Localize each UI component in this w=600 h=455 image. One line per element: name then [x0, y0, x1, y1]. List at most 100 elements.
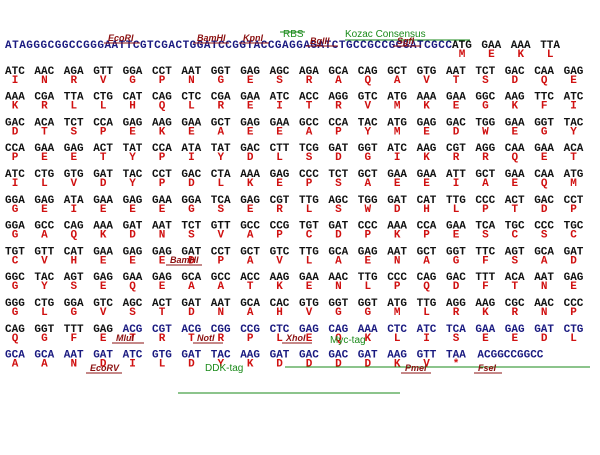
amino-acid: E — [423, 178, 430, 190]
codon: CCG — [270, 221, 290, 233]
amino-acid: N — [217, 307, 224, 319]
amino-acid: D — [541, 333, 548, 345]
amino-acid: P — [217, 255, 224, 267]
codon: GGC — [5, 272, 25, 284]
codon: AGG — [475, 143, 495, 155]
codon: CGA — [34, 92, 54, 104]
amino-acid: P — [570, 204, 577, 216]
amino-acid: I — [188, 152, 195, 164]
amino-acid: E — [306, 333, 313, 345]
codon: GCA — [534, 246, 554, 258]
amino-acid: G — [541, 126, 548, 138]
codon: CTG — [93, 92, 113, 104]
codon: TTA — [540, 40, 560, 52]
codon: ATC — [564, 92, 584, 104]
codon: TGG — [358, 195, 378, 207]
codon: CTA — [211, 169, 231, 181]
codon: ATC — [5, 66, 25, 78]
amino-acid: Q — [12, 333, 19, 345]
codon: ATC — [270, 92, 290, 104]
amino-acid: S — [335, 204, 342, 216]
amino-acid: L — [41, 178, 48, 190]
codon: TGT — [299, 221, 319, 233]
codon: TTG — [299, 246, 319, 258]
amino-acid: F — [541, 101, 548, 113]
amino-acid: T — [129, 333, 136, 345]
codon: GAT — [328, 221, 348, 233]
amino-acid: C — [306, 230, 313, 242]
codon: CAG — [64, 221, 84, 233]
restriction-site: BamHI — [197, 33, 226, 43]
amino-acid: E — [188, 126, 195, 138]
amino-acid: E — [541, 152, 548, 164]
amino-acid: A — [364, 178, 371, 190]
amino-acid: S — [511, 255, 518, 267]
amino-acid: R — [453, 307, 460, 319]
amino-acid: M — [394, 101, 401, 113]
amino-acid: K — [100, 230, 107, 242]
codon: GAA — [152, 195, 172, 207]
codon: GCT — [475, 169, 495, 181]
codon: ACC — [240, 272, 260, 284]
codon: AAG — [475, 298, 495, 310]
amino-acid: Y — [129, 152, 136, 164]
codon: ACG — [123, 324, 143, 336]
amino-acid: G — [482, 101, 489, 113]
amino-acid: D — [511, 75, 518, 87]
codon: ATG — [452, 40, 472, 52]
amino-acid: M — [570, 178, 577, 190]
codon: TTC — [475, 246, 495, 258]
codon: GAT — [181, 246, 201, 258]
amino-acid: K — [423, 101, 430, 113]
codon: AAC — [328, 272, 348, 284]
amino-acid: R — [159, 333, 166, 345]
amino-acid: K — [12, 101, 19, 113]
amino-acid: Q — [423, 281, 430, 293]
amino-acid: T — [41, 126, 48, 138]
amino-acid: E — [247, 101, 254, 113]
amino-acid: E — [129, 204, 136, 216]
amino-acid: D — [453, 281, 460, 293]
amino-acid: G — [12, 307, 19, 319]
amino-acid: D — [541, 204, 548, 216]
codon: CTC — [387, 324, 407, 336]
codon: GAA — [505, 117, 525, 129]
amino-acid: A — [188, 281, 195, 293]
amino-acid: N — [70, 359, 77, 371]
codon: CCC — [475, 195, 495, 207]
codon: GCT — [211, 117, 231, 129]
codon: GCC — [34, 221, 54, 233]
amino-acid: V — [100, 75, 107, 87]
amino-acid: P — [570, 307, 577, 319]
amino-acid: G — [364, 152, 371, 164]
amino-acid: D — [453, 126, 460, 138]
codon: TCT — [328, 169, 348, 181]
amino-acid: Q — [364, 75, 371, 87]
amino-acid: V — [306, 307, 313, 319]
codon: GAC — [534, 195, 554, 207]
codon: GAA — [34, 143, 54, 155]
codon: GGT — [358, 143, 378, 155]
amino-acid: R — [306, 75, 313, 87]
amino-acid: P — [159, 75, 166, 87]
codon: GGG — [5, 298, 25, 310]
amino-acid: P — [394, 281, 401, 293]
amino-acid: L — [159, 359, 166, 371]
codon: AAA — [358, 324, 378, 336]
amino-acid: L — [276, 333, 283, 345]
amino-acid: E — [276, 126, 283, 138]
codon: GCC — [211, 272, 231, 284]
amino-acid: F — [482, 255, 489, 267]
amino-acid: I — [12, 75, 19, 87]
amino-acid: S — [188, 230, 195, 242]
codon: CAA — [534, 169, 554, 181]
codon: GAG — [417, 117, 437, 129]
codon: AAT — [64, 350, 84, 362]
amino-acid: S — [70, 281, 77, 293]
codon: GAA — [387, 169, 407, 181]
codon: GGA — [181, 195, 201, 207]
codon: GTG — [299, 298, 319, 310]
amino-acid: V — [276, 255, 283, 267]
amino-acid: N — [188, 75, 195, 87]
codon: CCG — [240, 324, 260, 336]
